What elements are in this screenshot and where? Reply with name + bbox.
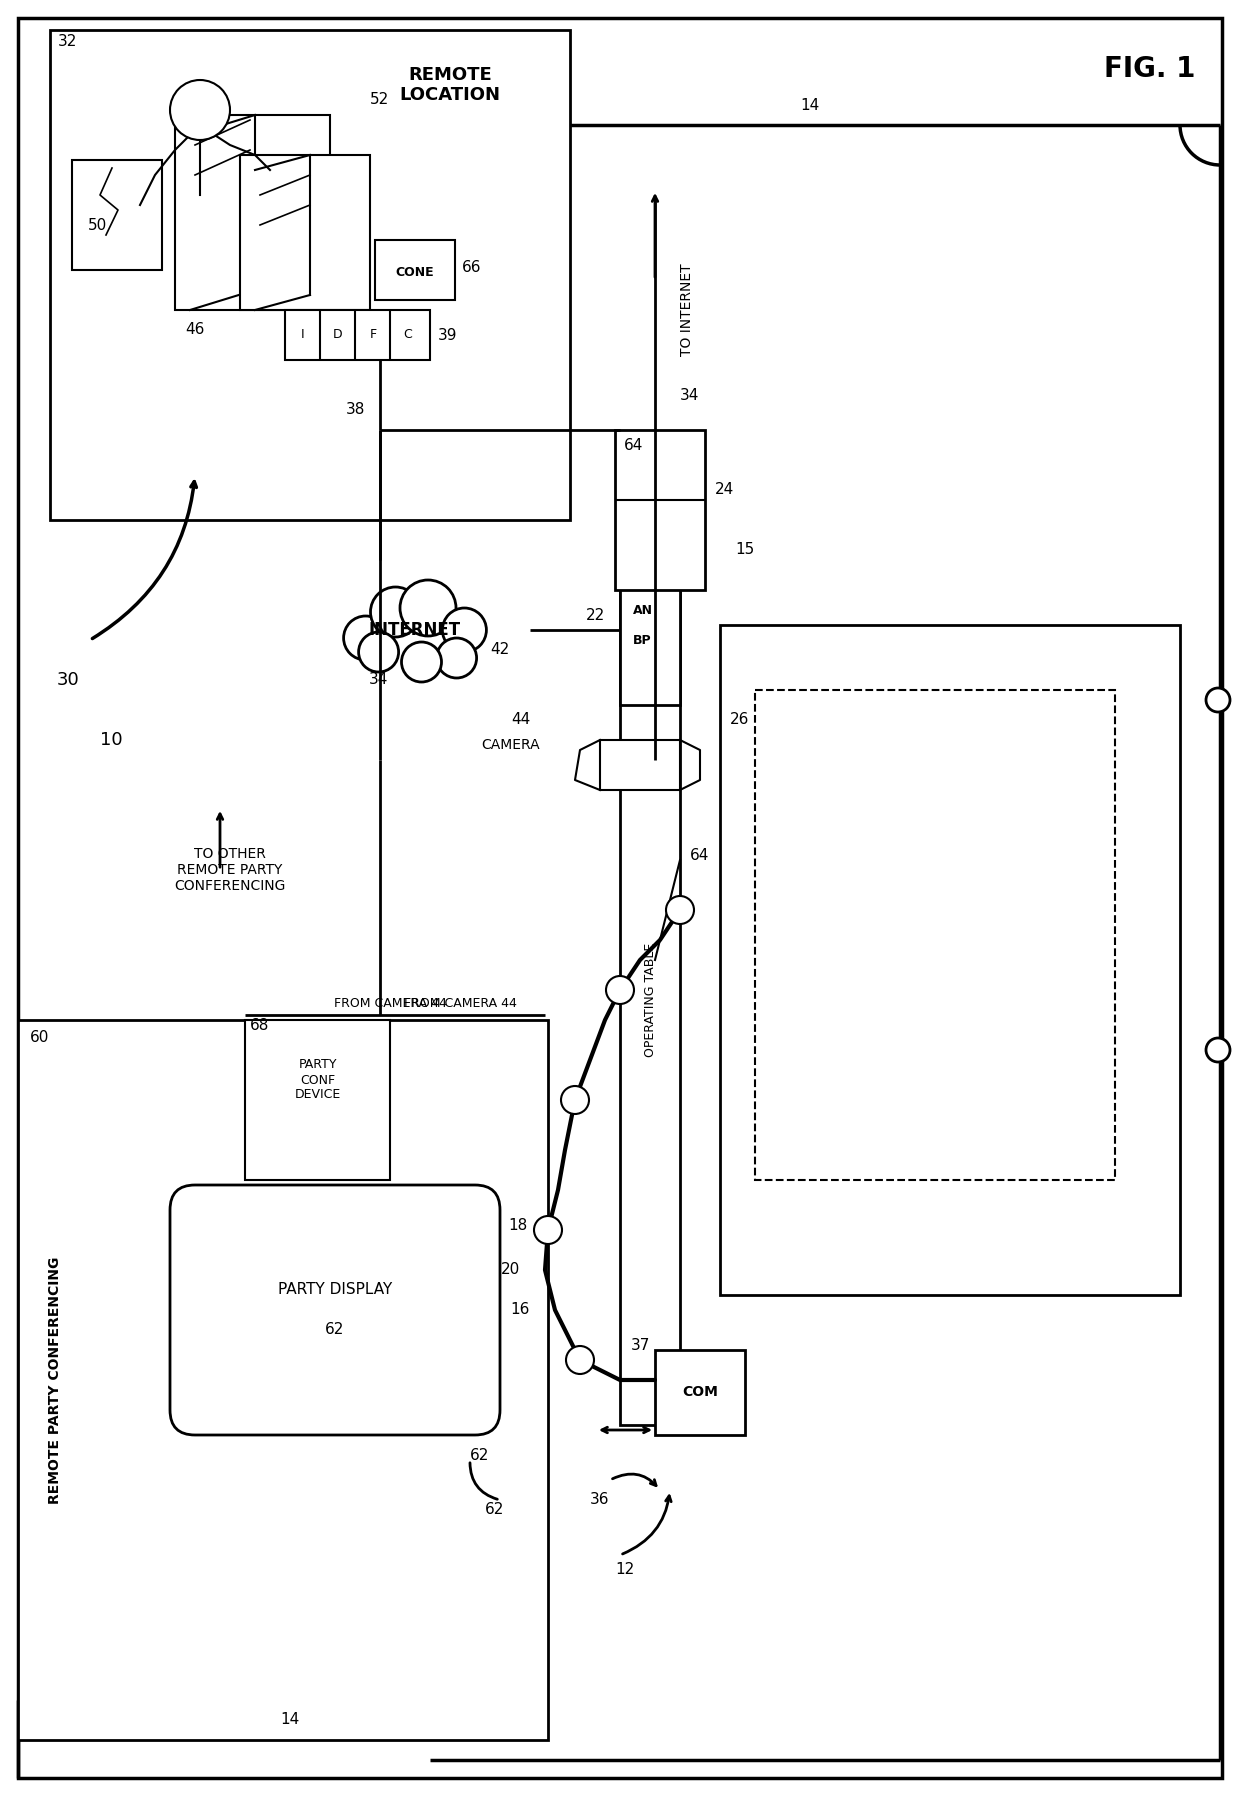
Text: TO OTHER
REMOTE PARTY
CONFERENCING: TO OTHER REMOTE PARTY CONFERENCING: [175, 846, 285, 893]
Bar: [720, 625, 1180, 1295]
Text: 62: 62: [485, 1503, 505, 1518]
Circle shape: [358, 632, 398, 672]
Circle shape: [1207, 1038, 1230, 1061]
Circle shape: [1207, 688, 1230, 711]
Text: 64: 64: [624, 438, 644, 453]
Bar: [241, 154, 370, 311]
Text: INTERNET: INTERNET: [370, 621, 461, 639]
Text: 14: 14: [280, 1713, 300, 1728]
Text: 32: 32: [58, 34, 77, 50]
Text: 46: 46: [185, 323, 205, 338]
Bar: [615, 429, 706, 591]
Text: 12: 12: [615, 1563, 635, 1577]
Text: 64: 64: [689, 848, 709, 862]
Circle shape: [436, 638, 476, 679]
Text: 37: 37: [631, 1338, 650, 1352]
Text: 36: 36: [590, 1492, 610, 1507]
Circle shape: [606, 975, 634, 1004]
Circle shape: [666, 896, 694, 923]
Bar: [285, 311, 430, 359]
Text: D: D: [334, 329, 342, 341]
Circle shape: [402, 641, 441, 682]
Bar: [50, 31, 570, 521]
Text: CAMERA: CAMERA: [481, 738, 539, 753]
Text: C: C: [404, 329, 413, 341]
Bar: [175, 115, 330, 311]
Text: 30: 30: [57, 672, 79, 690]
Text: 24: 24: [715, 483, 734, 497]
Circle shape: [565, 1345, 594, 1374]
Text: 42: 42: [490, 643, 510, 657]
Text: 62: 62: [470, 1448, 490, 1462]
Text: 20: 20: [501, 1263, 520, 1277]
Text: PARTY DISPLAY: PARTY DISPLAY: [278, 1282, 392, 1297]
Bar: [72, 160, 162, 269]
Text: 22: 22: [585, 607, 605, 623]
FancyBboxPatch shape: [170, 1185, 500, 1435]
Text: 60: 60: [30, 1031, 50, 1045]
Text: 68: 68: [250, 1018, 269, 1033]
Text: 44: 44: [511, 713, 529, 727]
Text: 34: 34: [680, 388, 699, 402]
Text: CONE: CONE: [396, 266, 434, 278]
Text: PARTY
CONF
DEVICE: PARTY CONF DEVICE: [295, 1058, 341, 1101]
Text: TO INTERNET: TO INTERNET: [680, 264, 694, 356]
Text: 39: 39: [438, 327, 458, 343]
Text: BP: BP: [632, 634, 652, 647]
Text: 66: 66: [463, 260, 481, 275]
Text: 18: 18: [508, 1218, 528, 1232]
Circle shape: [401, 580, 456, 636]
Bar: [246, 1020, 391, 1180]
Bar: [600, 740, 680, 790]
Text: 62: 62: [325, 1322, 345, 1338]
Text: COM: COM: [682, 1385, 718, 1399]
Text: 34: 34: [368, 672, 388, 688]
Bar: [755, 690, 1115, 1180]
Bar: [655, 1351, 745, 1435]
Text: I: I: [301, 329, 305, 341]
Text: 26: 26: [730, 713, 749, 727]
Circle shape: [560, 1087, 589, 1114]
Circle shape: [534, 1216, 562, 1245]
Bar: [19, 1020, 548, 1740]
Circle shape: [443, 609, 486, 652]
Bar: [374, 241, 455, 300]
Text: F: F: [370, 329, 377, 341]
Text: OPERATING TABLE: OPERATING TABLE: [644, 943, 656, 1058]
Text: 14: 14: [800, 97, 820, 113]
Text: FIG. 1: FIG. 1: [1104, 56, 1195, 83]
Circle shape: [170, 81, 229, 140]
Text: 52: 52: [370, 93, 389, 108]
Text: 10: 10: [100, 731, 123, 749]
Text: 38: 38: [346, 402, 365, 417]
Bar: [620, 575, 680, 706]
Text: REMOTE
LOCATION: REMOTE LOCATION: [399, 66, 501, 104]
Circle shape: [371, 587, 420, 638]
Text: REMOTE PARTY CONFERENCING: REMOTE PARTY CONFERENCING: [48, 1257, 62, 1503]
Text: FROM CAMERA 44: FROM CAMERA 44: [403, 997, 516, 1009]
Text: 50: 50: [88, 217, 107, 232]
Bar: [620, 575, 680, 1424]
Text: AN: AN: [632, 603, 653, 616]
Text: 16: 16: [511, 1302, 529, 1318]
Circle shape: [343, 616, 388, 659]
Text: 15: 15: [735, 542, 754, 557]
Text: FROM CAMERA 44: FROM CAMERA 44: [334, 997, 446, 1009]
